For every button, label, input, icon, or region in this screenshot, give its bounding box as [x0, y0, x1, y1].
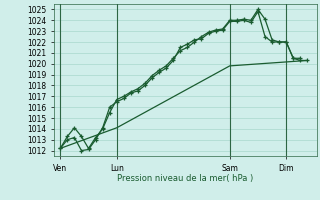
X-axis label: Pression niveau de la mer( hPa ): Pression niveau de la mer( hPa ) — [117, 174, 254, 183]
